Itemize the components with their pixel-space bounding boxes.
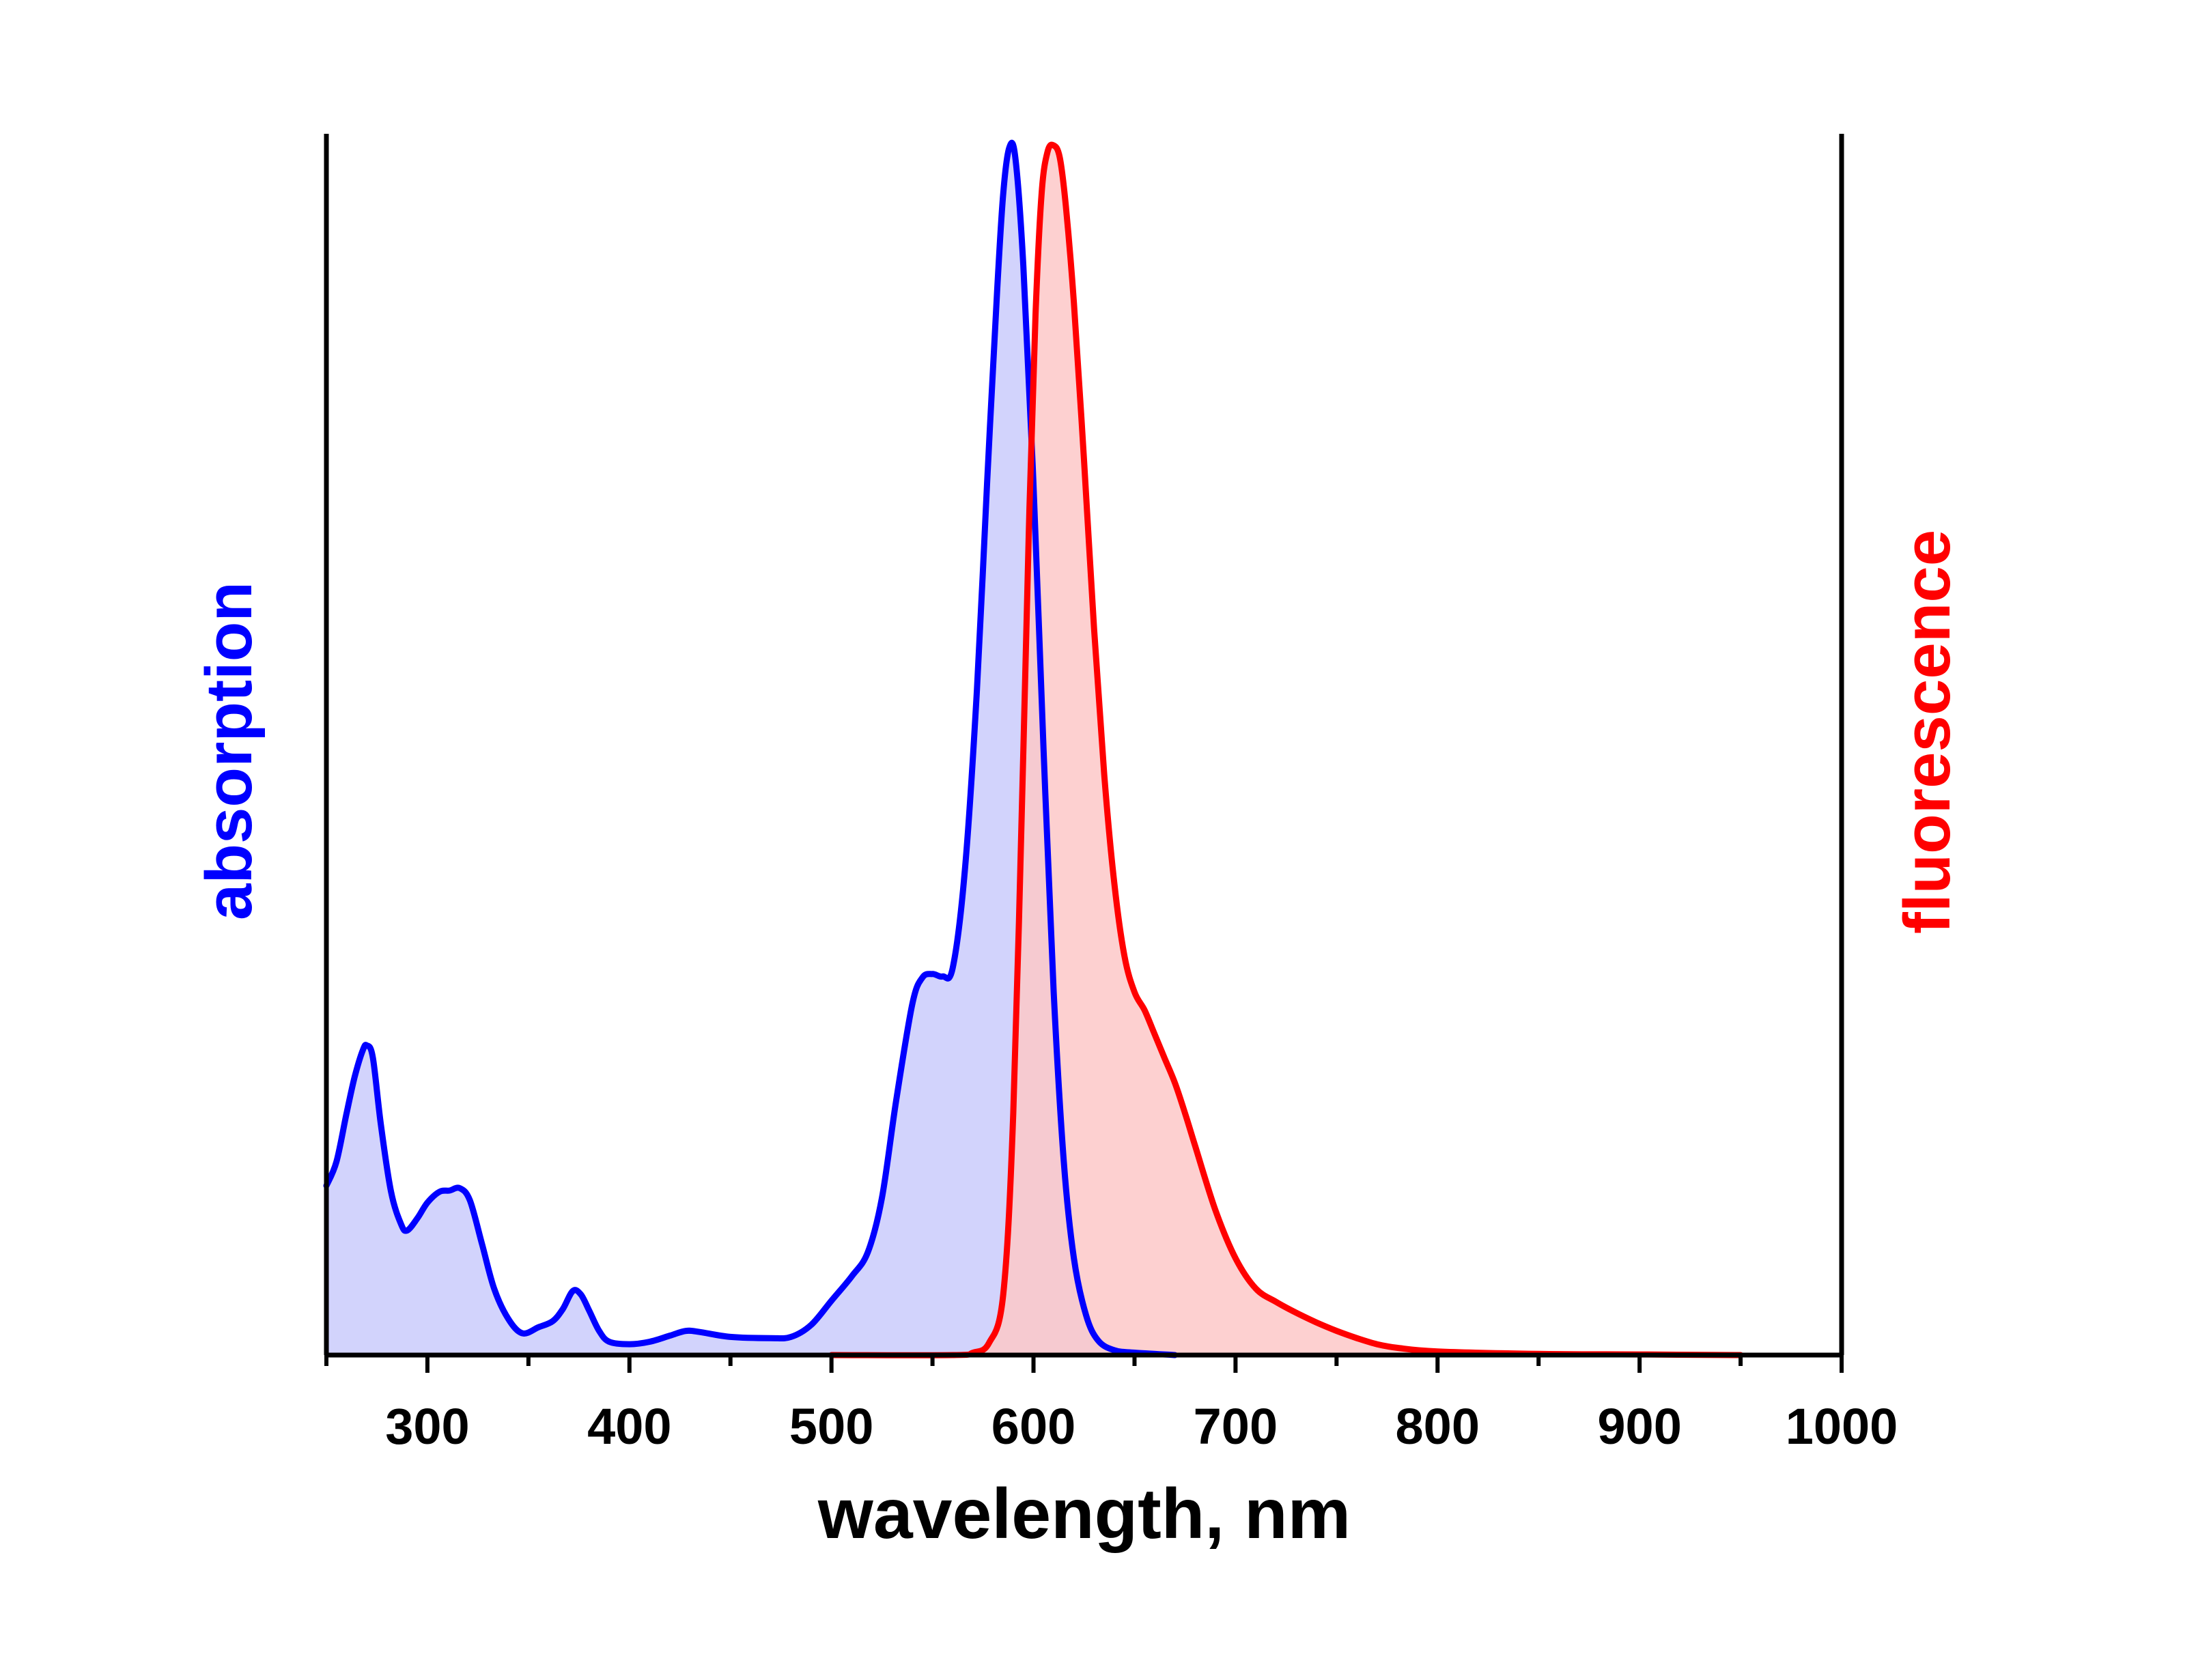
x-tick-label: 600	[991, 1398, 1075, 1455]
absorption-area	[326, 143, 1175, 1356]
absorption-line	[323, 139, 1179, 1358]
series-lines	[323, 139, 1744, 1358]
x-axis-title: wavelength, nm	[817, 1475, 1351, 1554]
x-tick-label: 400	[587, 1398, 671, 1455]
fluorescence-line	[828, 141, 1744, 1358]
x-tick-label: 900	[1597, 1398, 1681, 1455]
x-axis-tick-labels: 300 400 500 600 700 800 900 1000	[385, 1398, 1898, 1455]
x-tick-label: 700	[1194, 1398, 1278, 1455]
x-tick-label: 300	[385, 1398, 469, 1455]
x-tick-label: 800	[1396, 1398, 1480, 1455]
y-axis-title-absorption: absorption	[193, 582, 266, 920]
x-tick-label: 1000	[1786, 1398, 1898, 1455]
y-axis-title-fluorescence: fluorescence	[1891, 530, 1964, 934]
axes	[324, 134, 1844, 1358]
x-axis-ticks	[324, 1355, 1844, 1373]
x-tick-label: 500	[789, 1398, 873, 1455]
